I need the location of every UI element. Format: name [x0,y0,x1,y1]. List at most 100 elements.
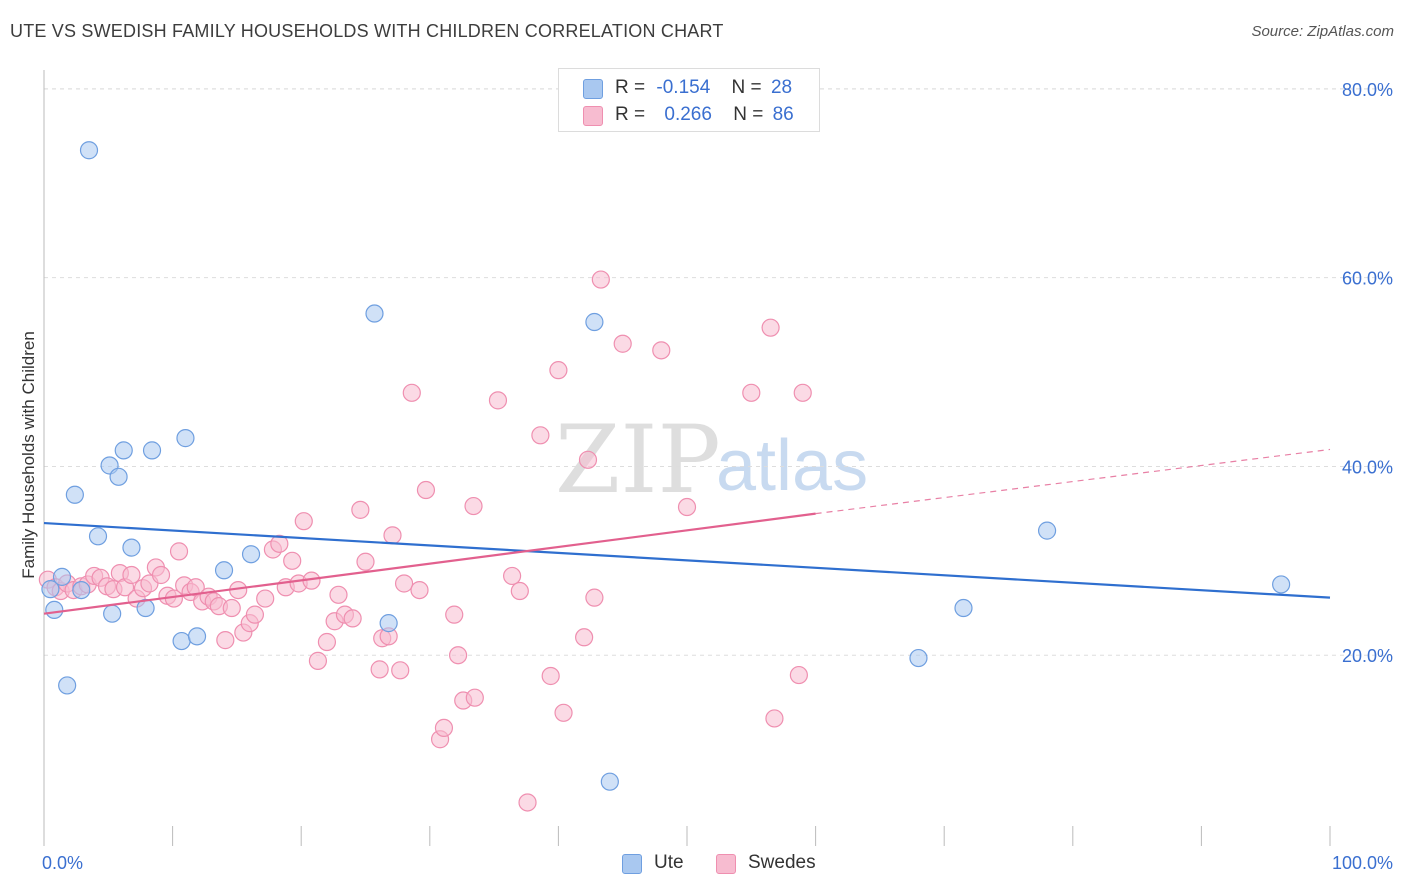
swedes-point [283,551,302,570]
ute-point [109,467,128,486]
legend-n-label: N = [733,104,764,125]
swedes-point [245,605,265,624]
swedes-point [122,565,141,585]
swedes-point [652,341,671,360]
y-tick-label: 40.0% [1342,457,1393,477]
legend-r-value-ute: -0.154 [656,77,711,98]
swedes-point [761,318,780,337]
bottom-legend-label-ute: Ute [654,852,684,873]
ute-trend-line [43,521,1331,599]
swedes-point [465,688,484,707]
swedes-point [448,646,468,665]
ute-point [142,441,162,460]
ute-point [585,312,604,332]
swedes-point [308,651,328,670]
swedes-point [216,631,235,650]
ute-point [45,600,64,620]
swedes-point [464,496,483,516]
swedes-point [793,383,812,402]
ute-point [187,627,207,646]
ute-point [114,441,133,460]
ute-point [954,598,973,618]
chart-source: Source: ZipAtlas.com [1251,23,1394,40]
bottom-legend-swatch-swedes [716,854,736,874]
swedes-point [270,534,289,553]
legend-r-value-swedes: 0.266 [664,104,712,125]
ute-point [122,538,141,557]
swedes-point [613,334,632,353]
ute-point [52,567,72,586]
ute-point [1272,575,1291,594]
swedes-point [169,542,189,561]
ute-point [909,648,928,668]
correlation-legend: R = -0.154 N = 28 R = 0.266 N = 86 [558,68,820,132]
y-tick-label: 80.0% [1342,80,1393,100]
ute-point [214,561,234,580]
ute-point [379,614,398,633]
swedes-point [677,497,697,517]
ute-point [103,604,122,623]
swedes-point [585,588,604,607]
y-tick-label: 60.0% [1342,269,1393,289]
swedes-point [510,581,529,601]
swedes-point [549,361,568,380]
y-tick-label: 20.0% [1342,646,1393,666]
ute-point [172,631,191,651]
legend-n-label: N = [731,77,762,98]
swedes-trend-line [43,512,816,615]
swedes-point [383,526,402,545]
ute-point [88,527,108,546]
swedes-point [394,574,414,593]
swedes-point [343,609,362,628]
swedes-point [391,661,410,680]
ute-point [65,485,84,504]
swedes-point [578,450,598,469]
swedes-point [591,270,610,289]
swedes-point [410,580,429,600]
swedes-point [416,480,436,500]
ute-point [1037,521,1057,540]
swedes-point [329,585,348,604]
swedes-point [575,628,594,647]
swedes-point [488,391,508,410]
swedes-point [531,426,550,445]
swedes-point [742,383,761,402]
swedes-point [294,512,313,531]
swedes-point [541,666,560,686]
legend-n-value-ute: 28 [770,77,793,98]
legend-n-value-swedes: 86 [772,104,794,125]
swedes-point [503,566,522,586]
swedes-point [222,598,241,618]
ute-point [600,772,619,791]
legend-swatch-ute [583,79,603,99]
ute-point [72,580,91,600]
ute-point [79,141,99,160]
bottom-legend-label-swedes: Swedes [748,852,816,873]
swedes-point [317,632,337,652]
legend-r-label: R = [615,104,646,125]
swedes-point [789,665,808,685]
x-tick-label: 0.0% [42,853,83,873]
swedes-point [402,383,421,402]
swedes-point [518,793,537,812]
swedes-point [151,565,171,585]
ute-point [41,580,60,599]
swedes-point [351,500,370,519]
ute-point [241,545,261,564]
ute-point [365,304,384,323]
legend-swatch-swedes [583,106,603,126]
ute-point [176,429,195,448]
x-tick-label: 100.0% [1332,853,1393,873]
swedes-point [765,709,784,728]
legend-r-label: R = [615,77,646,98]
ute-point [58,676,77,695]
bottom-legend-swatch-ute [622,854,642,874]
swedes-point [554,703,573,722]
swedes-trend-line-extension [815,448,1331,515]
swedes-point [256,589,275,608]
swedes-point [445,605,464,624]
chart-title: UTE VS SWEDISH FAMILY HOUSEHOLDS WITH CH… [10,21,724,41]
swedes-point [356,552,375,571]
swedes-point [370,660,389,679]
